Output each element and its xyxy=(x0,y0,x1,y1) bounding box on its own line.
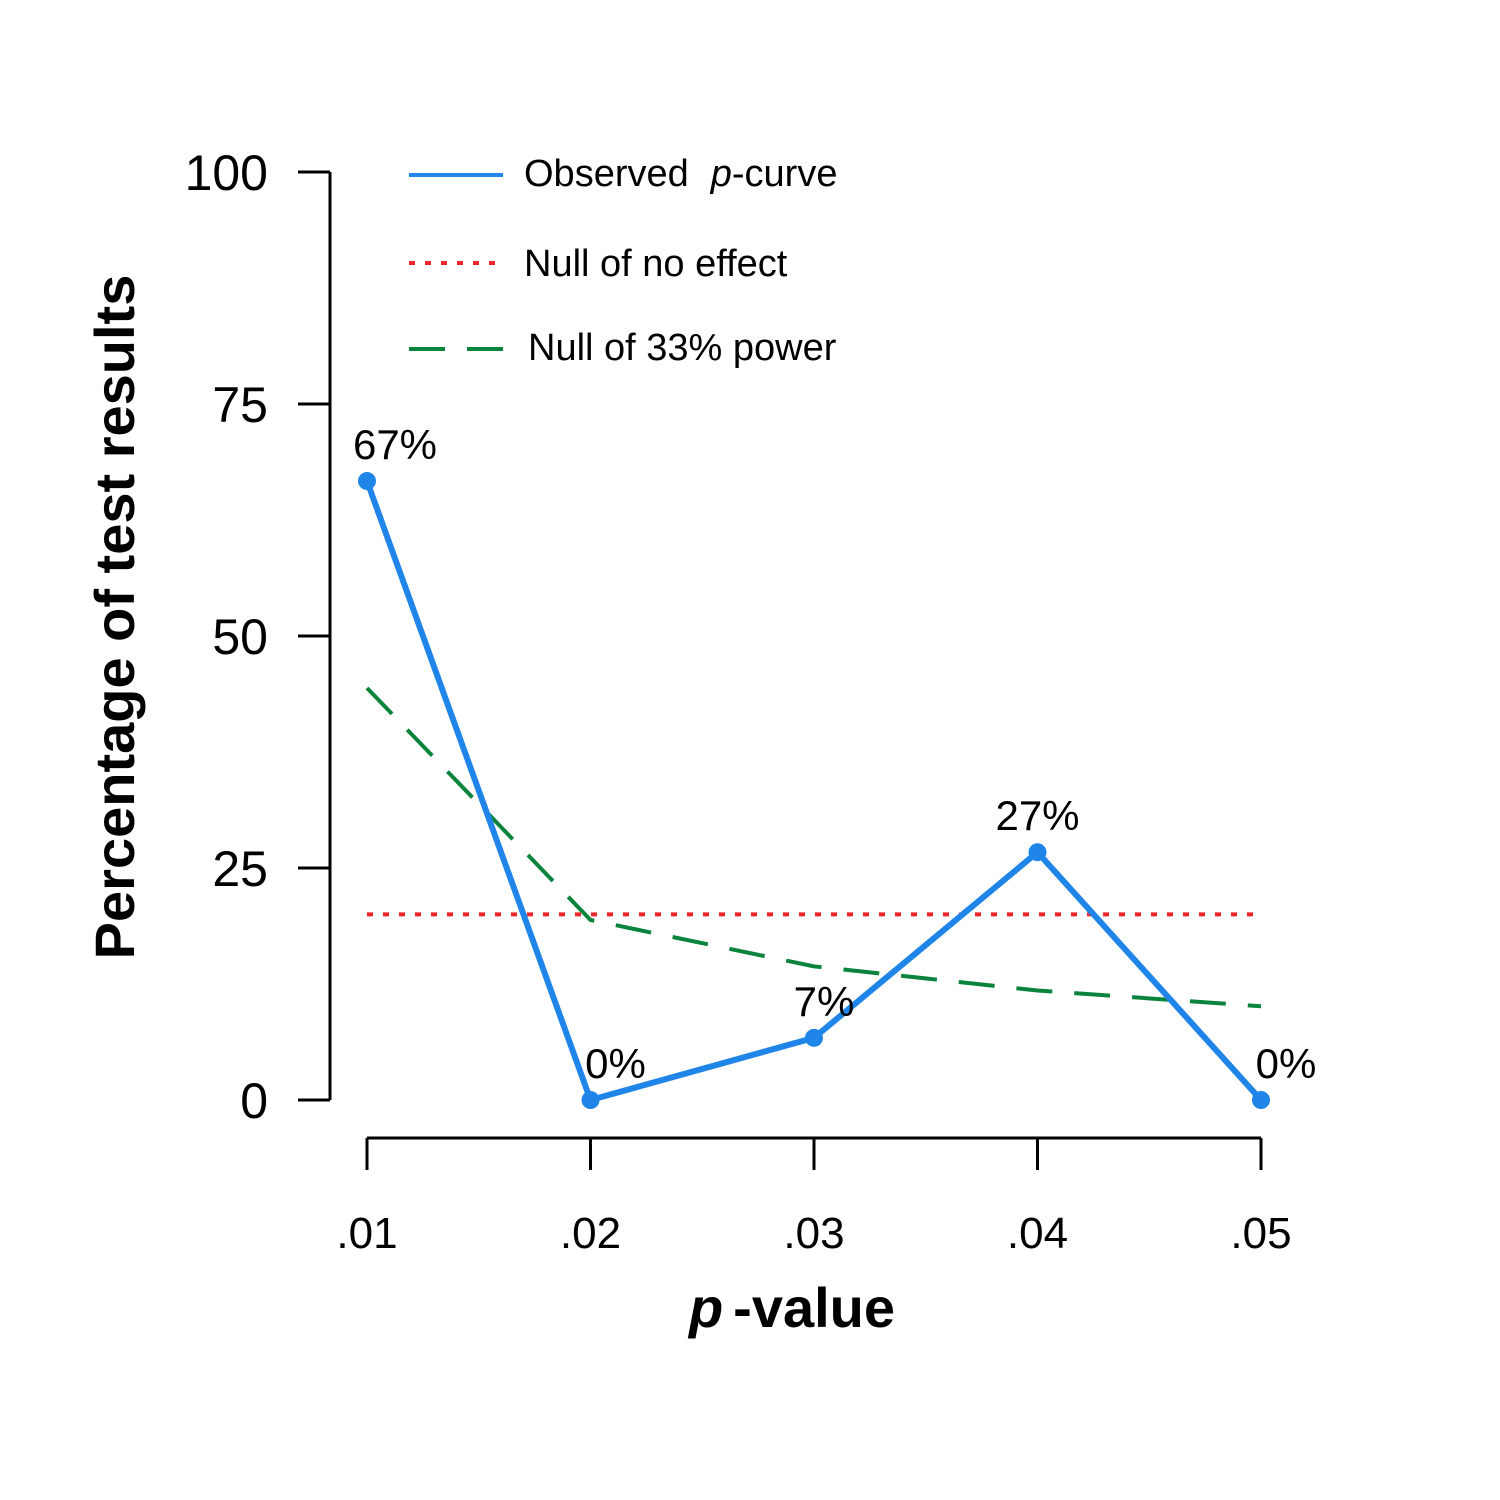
data-label: 7% xyxy=(794,978,855,1025)
y-axis: 0 25 50 75 100 xyxy=(185,145,332,1129)
data-label: 27% xyxy=(995,792,1079,839)
x-tick-label: .02 xyxy=(560,1209,621,1258)
x-axis-title: p -value xyxy=(687,1276,895,1339)
legend-observed-italic: p xyxy=(710,153,732,195)
legend: Observed p-curve Null of no effect Null o… xyxy=(409,153,837,369)
data-label: 0% xyxy=(585,1040,646,1087)
data-label-layer: 67% 0% 7% 27% 0% xyxy=(353,421,1316,1087)
point-observed xyxy=(581,1091,600,1109)
y-tick-label: 25 xyxy=(212,841,268,897)
data-label: 0% xyxy=(1256,1040,1317,1087)
y-tick-label: 50 xyxy=(212,609,268,665)
point-observed xyxy=(358,472,376,491)
y-tick-label: 100 xyxy=(185,145,268,201)
point-observed xyxy=(1252,1091,1270,1109)
x-axis-title-rest: -value xyxy=(733,1276,895,1339)
series-line-null_33_power xyxy=(365,686,1262,1009)
x-tick-label: .03 xyxy=(783,1209,844,1258)
legend-label-null-no-effect: Null of no effect xyxy=(524,243,788,285)
point-observed xyxy=(805,1028,823,1047)
x-tick-label: .01 xyxy=(336,1209,397,1258)
legend-label-null-33-power: Null of 33% power xyxy=(528,327,837,369)
data-label: 67% xyxy=(353,421,437,468)
y-tick-label: 75 xyxy=(212,377,268,433)
y-axis-title: Percentage of test results xyxy=(83,275,146,960)
x-axis-title-italic: p xyxy=(687,1276,723,1339)
series-layer xyxy=(358,472,1270,1109)
legend-observed-main: Observed xyxy=(524,153,689,195)
x-tick-label: .05 xyxy=(1230,1209,1291,1258)
legend-observed-rest: -curve xyxy=(732,153,838,195)
y-tick-label: 0 xyxy=(240,1073,268,1129)
legend-label-observed: Observed p-curve xyxy=(524,153,837,195)
x-tick-label: .04 xyxy=(1007,1209,1068,1258)
x-axis: .01 .02 .03 .04 .05 xyxy=(336,1136,1292,1258)
point-observed xyxy=(1028,843,1047,862)
